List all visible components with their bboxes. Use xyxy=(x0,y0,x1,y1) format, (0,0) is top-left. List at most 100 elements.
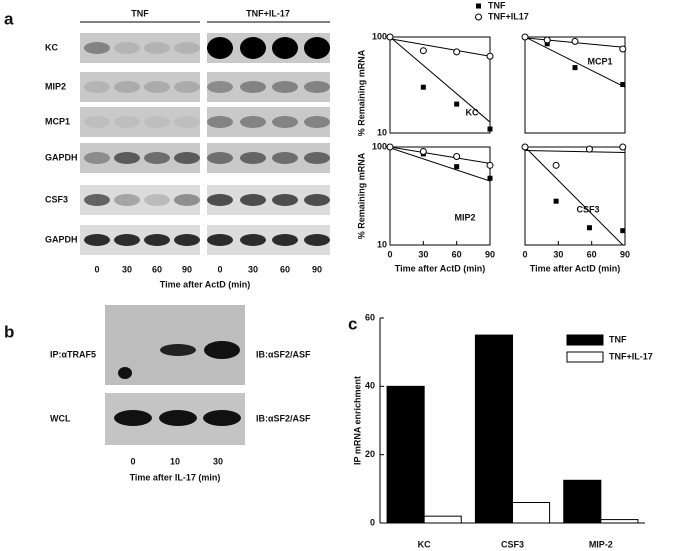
lane-label: 90 xyxy=(182,264,192,274)
blot-band xyxy=(114,42,140,54)
marker xyxy=(620,228,626,234)
marker xyxy=(419,147,427,155)
blot-band xyxy=(174,194,200,206)
blot-band xyxy=(144,42,170,54)
annotation: MCP1 xyxy=(587,56,612,66)
marker xyxy=(454,101,460,107)
legend-label: TNF+IL17 xyxy=(488,11,529,21)
fit-line xyxy=(525,147,624,245)
marker xyxy=(553,198,559,204)
blot-band xyxy=(204,341,240,359)
marker xyxy=(586,225,592,231)
lane-label: 30 xyxy=(248,264,258,274)
plot-frame xyxy=(389,36,491,134)
lane-label: 0 xyxy=(217,264,222,274)
marker xyxy=(454,164,460,170)
annotation: KC xyxy=(466,107,479,117)
x-tick-label: 90 xyxy=(620,249,630,259)
blot-band xyxy=(272,194,298,206)
x-tick-label: CSF3 xyxy=(501,539,524,549)
bar xyxy=(600,519,639,524)
blot-band xyxy=(174,42,200,54)
blot-band xyxy=(160,344,196,356)
x-tick-label: 0 xyxy=(522,249,527,259)
legend-swatch xyxy=(566,351,604,363)
blot-band xyxy=(272,37,298,59)
y-axis-label: IP mRNA enrichment xyxy=(352,376,362,465)
y-axis-label: % Remaining mRNA xyxy=(356,49,366,136)
blot-label: IB:αSF2/ASF xyxy=(256,413,311,423)
blot-band xyxy=(203,410,241,426)
x-axis-label: Time after IL-17 (min) xyxy=(130,472,221,482)
marker xyxy=(552,161,560,169)
marker xyxy=(486,161,494,169)
blot-band xyxy=(114,194,140,206)
x-tick-label: 60 xyxy=(452,249,462,259)
blot-band xyxy=(272,152,298,164)
blot-band xyxy=(114,152,140,164)
legend-marker xyxy=(476,3,481,9)
blot-band xyxy=(84,234,110,246)
marker xyxy=(386,33,394,41)
marker xyxy=(544,41,550,47)
y-tick-label: 10 xyxy=(377,127,387,137)
blot-band xyxy=(272,81,298,93)
lane-label: 30 xyxy=(122,264,132,274)
row-label: CSF3 xyxy=(45,194,68,204)
x-tick-label: 30 xyxy=(418,249,428,259)
y-tick-label: 100 xyxy=(372,31,387,41)
legend-marker xyxy=(475,13,482,21)
plot-frame xyxy=(524,36,626,134)
bar xyxy=(423,515,462,524)
blot-strip xyxy=(80,72,200,102)
marker xyxy=(571,37,579,45)
blot-band xyxy=(114,116,140,128)
lane-label: 0 xyxy=(94,264,99,274)
blot-band xyxy=(114,410,152,426)
blot-strip xyxy=(80,33,200,63)
fit-line xyxy=(390,147,490,182)
marker xyxy=(620,82,626,88)
row-label: GAPDH xyxy=(45,234,78,244)
bar xyxy=(512,502,551,524)
marker xyxy=(487,175,493,181)
blot-band xyxy=(144,234,170,246)
blot-band xyxy=(240,234,266,246)
lane-label: 60 xyxy=(152,264,162,274)
row-label: KC xyxy=(45,42,58,52)
blot-band xyxy=(240,81,266,93)
x-tick-label: 30 xyxy=(553,249,563,259)
group-label: TNF xyxy=(131,8,149,18)
fit-line xyxy=(525,37,625,88)
plot-frame xyxy=(389,146,491,246)
annotation: MIP2 xyxy=(454,212,475,222)
marker xyxy=(543,36,551,44)
marker xyxy=(521,33,529,41)
panel-label: a xyxy=(4,9,14,28)
marker xyxy=(453,152,461,160)
blot-band xyxy=(272,116,298,128)
fit-line xyxy=(390,37,490,123)
x-tick-label: KC xyxy=(418,539,431,549)
blot-band xyxy=(144,116,170,128)
lane-label: 90 xyxy=(312,264,322,274)
marker xyxy=(521,143,529,151)
blot-band xyxy=(240,194,266,206)
legend-swatch xyxy=(566,334,604,346)
lane-label: 10 xyxy=(170,456,180,466)
blot-band xyxy=(240,116,266,128)
blot-strip xyxy=(207,72,330,102)
marker xyxy=(585,145,593,153)
blot-band xyxy=(304,234,330,246)
group-label: TNF+IL-17 xyxy=(246,8,290,18)
y-tick-label: 40 xyxy=(365,381,375,391)
blot-band xyxy=(174,234,200,246)
bar xyxy=(386,385,425,524)
x-axis-label: Time after ActD (min) xyxy=(395,263,486,273)
y-tick-label: 100 xyxy=(372,141,387,151)
fit-line xyxy=(525,150,625,153)
blot-band xyxy=(240,37,266,59)
blot-band xyxy=(84,152,110,164)
panel-label: b xyxy=(4,322,14,341)
blot-band xyxy=(207,152,233,164)
